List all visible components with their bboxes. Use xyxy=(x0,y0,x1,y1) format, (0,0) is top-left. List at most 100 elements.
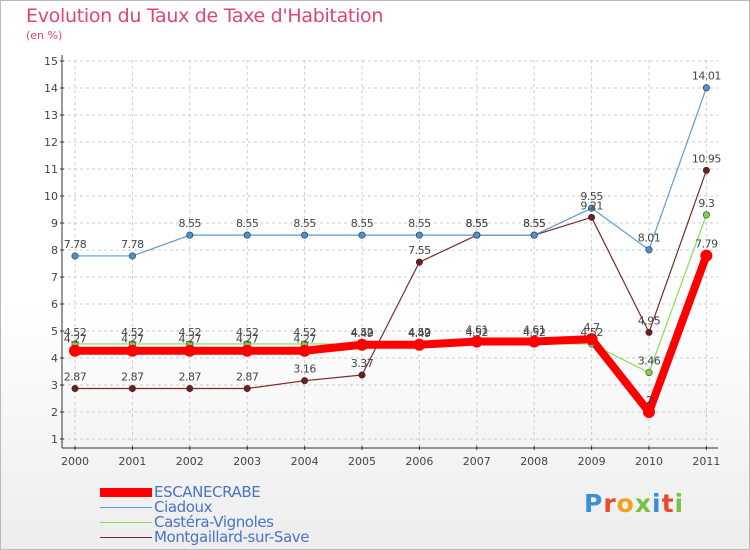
data-point-ciadoux-2010 xyxy=(645,246,653,254)
data-label-ciadoux-2005: 8.55 xyxy=(351,217,374,230)
legend-label-castera-vignoles: Castéra-Vignoles xyxy=(154,513,274,531)
data-labels: 4.27 4.27 4.27 4.27 4.27 4.49 4.49 4.61 4.61 4.7 2… xyxy=(64,70,722,407)
data-point-cast-ra-vignoles-2011 xyxy=(702,211,710,219)
x-tick-label-2004: 2004 xyxy=(291,455,319,468)
data-point-escanecrabe-2007 xyxy=(470,335,483,348)
data-label-montgaillard-sur-save-2004: 3.16 xyxy=(293,363,316,376)
data-label-montgaillard-sur-save-2006: 7.55 xyxy=(408,244,431,257)
y-tick-label-10: 10 xyxy=(44,190,58,203)
data-point-escanecrabe-2011 xyxy=(700,249,713,262)
data-label-montgaillard-sur-save-2008: 8.55 xyxy=(523,217,546,230)
legend-label-escanecrabe: ESCANECRABE xyxy=(154,483,261,501)
y-tick-label-15: 15 xyxy=(44,55,58,68)
data-point-montgaillard-sur-save-2001 xyxy=(128,385,136,393)
legend-label-ciadoux: Ciadoux xyxy=(154,498,213,516)
data-label-montgaillard-sur-save-2011: 10.95 xyxy=(692,152,721,165)
data-point-escanecrabe-2010 xyxy=(643,406,655,418)
y-tick-label-7: 7 xyxy=(51,271,58,284)
data-label-cast-ra-vignoles-2011: 9.3 xyxy=(698,197,714,210)
data-label-ciadoux-2007: 8.55 xyxy=(466,217,489,230)
data-label-montgaillard-sur-save-2010: 4.95 xyxy=(638,314,661,327)
data-point-ciadoux-2003 xyxy=(243,231,251,239)
y-tick-label-1: 1 xyxy=(51,433,58,446)
data-point-montgaillard-sur-save-2009 xyxy=(588,213,596,221)
data-label-cast-ra-vignoles-2004: 4.52 xyxy=(293,326,316,339)
x-tick-label-2011: 2011 xyxy=(692,455,720,468)
y-tick-label-8: 8 xyxy=(51,244,58,257)
data-point-montgaillard-sur-save-2011 xyxy=(702,166,710,174)
data-point-montgaillard-sur-save-2006 xyxy=(415,258,423,266)
data-label-ciadoux-2002: 8.55 xyxy=(179,217,202,230)
data-label-escanecrabe-2010: 2 xyxy=(646,394,653,407)
data-label-montgaillard-sur-save-2002: 2.87 xyxy=(179,371,202,384)
x-tick-label-2003: 2003 xyxy=(233,455,261,468)
y-tick-label-9: 9 xyxy=(51,217,58,230)
legend-item-ciadoux[interactable]: Ciadoux xyxy=(100,498,400,516)
data-label-escanecrabe-2003: 4.27 xyxy=(236,333,259,346)
data-point-ciadoux-2005 xyxy=(358,231,366,239)
legend-item-castera-vignoles[interactable]: Castéra-Vignoles xyxy=(100,513,400,531)
x-tick-label-2007: 2007 xyxy=(463,455,491,468)
data-point-escanecrabe-2009 xyxy=(585,333,598,346)
data-label-montgaillard-sur-save-2001: 2.87 xyxy=(121,371,144,384)
y-tick-label-3: 3 xyxy=(51,379,58,392)
x-tick-label-2008: 2008 xyxy=(520,455,548,468)
data-point-escanecrabe-2004 xyxy=(298,344,311,357)
data-point-escanecrabe-2000 xyxy=(69,344,81,357)
x-tick-label-2001: 2001 xyxy=(118,455,146,468)
legend-swatch-montgaillard-sur-save xyxy=(100,537,152,538)
data-label-cast-ra-vignoles-2003: 4.52 xyxy=(236,326,259,339)
data-label-ciadoux-2009: 9.55 xyxy=(580,190,603,203)
y-tick-label-2: 2 xyxy=(51,406,58,419)
data-point-ciadoux-2001 xyxy=(128,252,136,260)
proxiti-logo: Proxiti xyxy=(584,489,685,518)
y-tick-label-14: 14 xyxy=(44,82,58,95)
data-label-escanecrabe-2011: 7.79 xyxy=(695,238,718,251)
data-label-ciadoux-2008: 8.55 xyxy=(523,217,546,230)
grid-lines xyxy=(62,60,718,448)
y-tick-label-13: 13 xyxy=(44,109,58,122)
data-label-ciadoux-2010: 8.01 xyxy=(638,232,661,245)
y-tick-label-11: 11 xyxy=(44,163,58,176)
data-point-ciadoux-2006 xyxy=(415,231,423,239)
data-label-cast-ra-vignoles-2009: 4.52 xyxy=(580,326,603,339)
x-tick-label-2009: 2009 xyxy=(578,455,606,468)
data-point-ciadoux-2004 xyxy=(301,231,309,239)
data-label-ciadoux-2001: 7.78 xyxy=(121,238,144,251)
x-tick-label-2010: 2010 xyxy=(635,455,663,468)
data-label-ciadoux-2000: 7.78 xyxy=(64,238,87,251)
data-label-montgaillard-sur-save-2003: 2.87 xyxy=(236,371,259,384)
data-label-cast-ra-vignoles-2010: 3.46 xyxy=(638,355,661,368)
data-label-montgaillard-sur-save-2005: 3.37 xyxy=(351,357,374,370)
legend-item-montgaillard-sur-save[interactable]: Montgaillard-sur-Save xyxy=(100,528,400,546)
legend: ESCANECRABE Ciadoux Castéra-Vignoles Mon… xyxy=(100,483,400,546)
data-label-escanecrabe-2007: 4.61 xyxy=(466,324,489,337)
series-line-montgaillard-sur-save xyxy=(75,170,707,390)
data-point-ciadoux-2011 xyxy=(702,84,710,92)
y-tick-label-5: 5 xyxy=(51,325,58,338)
y-axis-unit-label: (en %) xyxy=(26,29,63,42)
data-point-escanecrabe-2006 xyxy=(413,338,426,351)
data-point-escanecrabe-2001 xyxy=(126,344,139,357)
data-point-ciadoux-2007 xyxy=(473,231,481,239)
data-point-montgaillard-sur-save-2005 xyxy=(358,371,366,379)
x-tick-label-2000: 2000 xyxy=(61,455,89,468)
data-label-ciadoux-2011: 14.01 xyxy=(692,70,721,83)
data-label-cast-ra-vignoles-2001: 4.52 xyxy=(121,326,144,339)
x-tick-label-2002: 2002 xyxy=(176,455,204,468)
legend-item-escanecrabe[interactable]: ESCANECRABE xyxy=(100,483,400,501)
y-tick-label-12: 12 xyxy=(44,136,58,149)
legend-swatch-ciadoux xyxy=(100,507,152,508)
data-label-escanecrabe-2000: 4.27 xyxy=(64,333,87,346)
data-point-ciadoux-2008 xyxy=(530,231,538,239)
data-label-escanecrabe-2005: 4.49 xyxy=(351,327,374,340)
data-label-escanecrabe-2004: 4.27 xyxy=(293,333,316,346)
data-label-ciadoux-2004: 8.55 xyxy=(293,217,316,230)
legend-label-montgaillard-sur-save: Montgaillard-sur-Save xyxy=(154,528,310,546)
data-label-cast-ra-vignoles-2006: 4.52 xyxy=(408,326,431,339)
data-label-escanecrabe-2001: 4.27 xyxy=(121,333,144,346)
data-point-escanecrabe-2008 xyxy=(528,335,541,348)
data-point-escanecrabe-2003 xyxy=(241,344,254,357)
